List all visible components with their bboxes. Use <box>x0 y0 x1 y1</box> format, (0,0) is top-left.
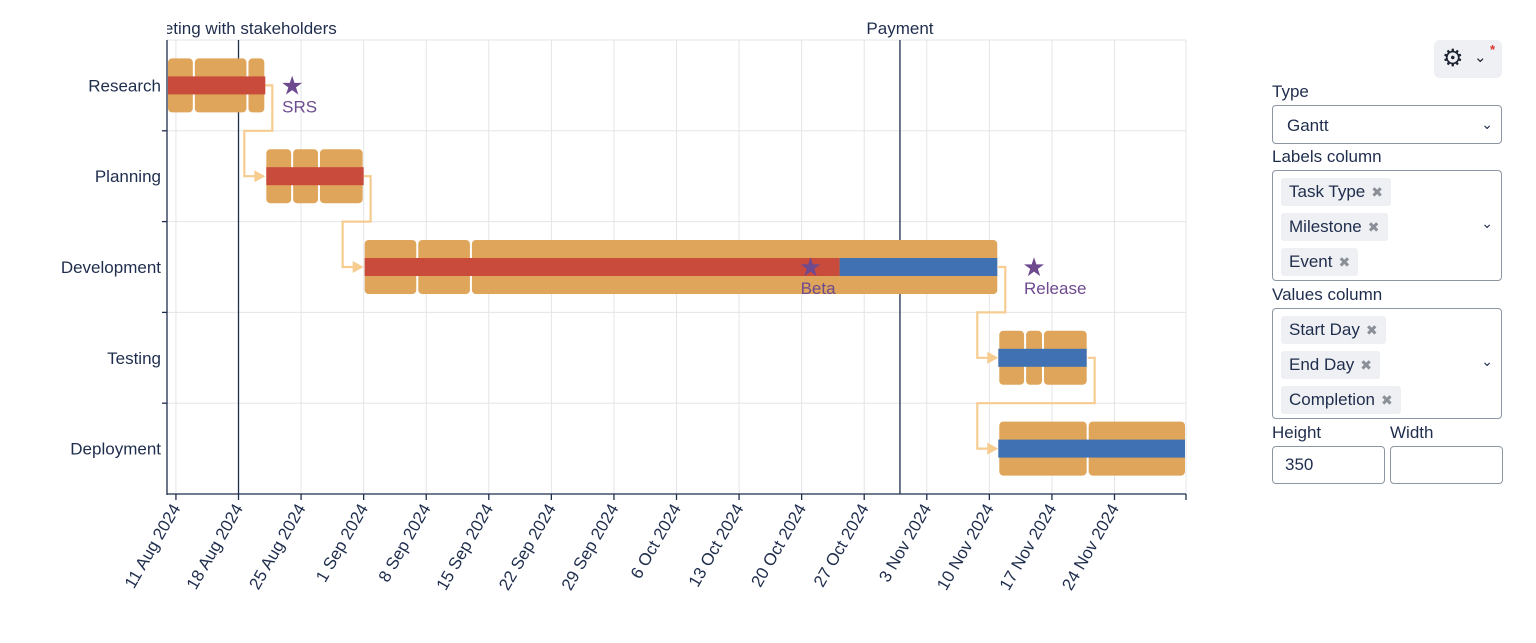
dependency-line <box>341 175 372 269</box>
task-planning <box>266 149 364 204</box>
dependency-arrows <box>243 84 1096 455</box>
x-tick-label: 24 Nov 2024 <box>1058 501 1123 594</box>
x-tick-label: 20 Oct 2024 <box>747 501 810 591</box>
x-tick-label: 6 Oct 2024 <box>627 501 685 583</box>
y-tick-label: Research <box>88 76 161 95</box>
labels-column-label: Labels column <box>1272 147 1382 166</box>
chip-start-day: Start Day ✖ <box>1281 316 1386 344</box>
completion-done-bar <box>266 167 364 186</box>
milestone-label: SRS <box>282 97 317 116</box>
milestone-label: Release <box>1024 279 1086 298</box>
height-input[interactable] <box>1272 446 1385 484</box>
remove-chip-icon[interactable]: ✖ <box>1338 254 1351 270</box>
values-column-select[interactable]: Start Day ✖ End Day ✖ Completion ✖ ⌄ <box>1272 308 1502 419</box>
chevron-down-icon: ⌄ <box>1481 116 1493 132</box>
y-tick-label: Deployment <box>70 440 161 459</box>
y-tick-label: Development <box>61 258 161 277</box>
x-tick-label: 29 Sep 2024 <box>558 501 623 594</box>
task-development <box>364 240 998 294</box>
type-select-value: Gantt <box>1287 116 1329 135</box>
settings-button[interactable]: ⚙ ⌄ * <box>1434 40 1502 78</box>
values-column-label: Values column <box>1272 285 1383 304</box>
milestone-star-icon: ★ <box>1022 252 1045 282</box>
milestone-label: Beta <box>801 279 837 298</box>
completion-done-bar <box>364 258 840 276</box>
chevron-down-icon: ⌄ <box>1481 215 1493 231</box>
gear-icon: ⚙ <box>1442 45 1464 72</box>
completion-remaining-bar <box>998 439 1185 458</box>
remove-chip-icon[interactable]: ✖ <box>1381 392 1393 408</box>
dependency-line <box>243 84 274 178</box>
completion-remaining-bar <box>998 348 1087 367</box>
chip-completion: Completion ✖ <box>1281 386 1401 414</box>
width-label: Width <box>1390 423 1434 442</box>
x-tick-label: 11 Aug 2024 <box>121 501 185 592</box>
chip-milestone: Milestone ✖ <box>1281 213 1388 241</box>
chip-event: Event ✖ <box>1281 248 1359 276</box>
remove-chip-icon[interactable]: ✖ <box>1360 357 1372 373</box>
x-tick-label: 15 Sep 2024 <box>433 500 498 593</box>
task-research <box>168 58 266 113</box>
labels-column-select[interactable]: Task Type ✖ Milestone ✖ Event ✖ ⌄ <box>1272 170 1502 281</box>
x-tick-label: 25 Aug 2024 <box>245 501 309 593</box>
remove-chip-icon[interactable]: ✖ <box>1365 322 1378 338</box>
x-tick-label: 13 Oct 2024 <box>685 501 748 591</box>
type-label: Type <box>1272 82 1309 101</box>
y-tick-label: Planning <box>95 167 161 186</box>
x-tick-label: 10 Nov 2024 <box>933 500 998 593</box>
dependency-arrowhead <box>987 442 999 455</box>
task-testing <box>998 330 1087 385</box>
dependency-arrowhead <box>987 351 999 364</box>
completion-remaining-bar <box>839 258 998 276</box>
modified-indicator-icon: * <box>1490 42 1496 57</box>
chevron-down-icon: ⌄ <box>1481 353 1493 369</box>
completion-done-bar <box>168 76 266 95</box>
x-tick-label: 1 Sep 2024 <box>312 501 372 586</box>
x-tick-label: 27 Oct 2024 <box>810 501 873 591</box>
event-label: Payment <box>866 19 933 38</box>
x-tick-label: 18 Aug 2024 <box>183 501 247 593</box>
x-tick-label: 17 Nov 2024 <box>996 501 1061 594</box>
type-select[interactable]: Gantt ⌄ <box>1272 105 1502 144</box>
y-tick-label: Testing <box>107 349 161 368</box>
task-deployment <box>998 421 1185 476</box>
remove-chip-icon[interactable]: ✖ <box>1371 184 1383 200</box>
remove-chip-icon[interactable]: ✖ <box>1367 219 1380 235</box>
event-label: Meeting with stakeholders <box>140 19 337 38</box>
x-tick-label: 22 Sep 2024 <box>495 501 560 594</box>
gantt-chart: Meeting with stakeholders Payment★SRS★Bet… <box>61 19 1187 594</box>
dependency-arrowhead <box>254 170 266 183</box>
width-input[interactable] <box>1390 446 1503 484</box>
x-tick-label: 8 Sep 2024 <box>375 501 435 586</box>
x-tick-label: 3 Nov 2024 <box>875 501 935 586</box>
milestone-star-icon: ★ <box>799 252 822 282</box>
dependency-arrowhead <box>352 261 364 273</box>
chip-task-type: Task Type ✖ <box>1281 178 1391 206</box>
chevron-down-icon: ⌄ <box>1474 49 1487 66</box>
chip-end-day: End Day ✖ <box>1281 351 1380 379</box>
dependency-line <box>976 265 1007 359</box>
milestone-star-icon: ★ <box>280 70 303 100</box>
dependency-line <box>976 356 1096 450</box>
height-label: Height <box>1272 423 1322 442</box>
settings-panel: ⚙ ⌄ * Type Gantt ⌄ Labels column Task Ty… <box>1272 0 1504 643</box>
